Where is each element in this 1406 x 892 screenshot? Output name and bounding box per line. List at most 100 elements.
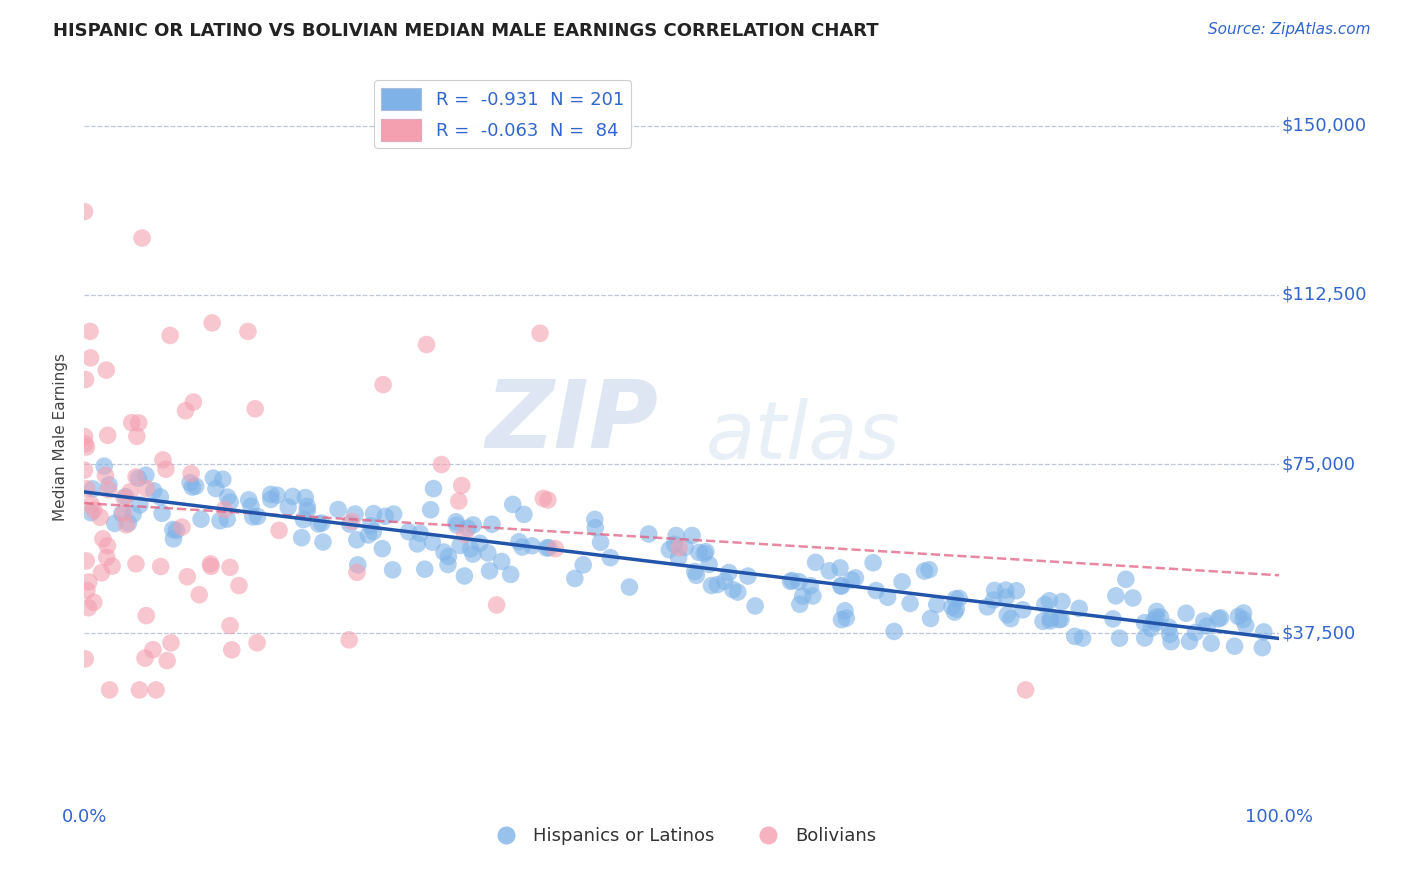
Point: [1251, 640, 1274, 655]
Point: [419, 502, 441, 516]
Point: [238, 492, 260, 507]
Point: [346, 533, 368, 547]
Point: [460, 541, 482, 556]
Point: [360, 518, 382, 533]
Point: [415, 337, 437, 351]
Point: [346, 566, 368, 580]
Point: [700, 578, 723, 592]
Point: [1234, 618, 1257, 632]
Point: [1227, 609, 1250, 624]
Point: [219, 560, 242, 574]
Point: [75, 652, 97, 666]
Point: [128, 682, 150, 697]
Point: [1184, 625, 1206, 640]
Text: $75,000: $75,000: [1282, 455, 1355, 473]
Text: atlas: atlas: [706, 398, 901, 476]
Point: [1199, 636, 1222, 650]
Point: [1050, 612, 1073, 626]
Point: [1159, 627, 1181, 641]
Point: [381, 563, 404, 577]
Point: [831, 613, 853, 627]
Point: [240, 500, 263, 514]
Point: [297, 500, 319, 514]
Point: [1014, 682, 1036, 697]
Point: [83, 503, 105, 517]
Point: [502, 497, 524, 511]
Point: [1069, 601, 1091, 615]
Point: [1208, 612, 1230, 626]
Point: [1000, 612, 1022, 626]
Point: [83, 595, 105, 609]
Point: [1133, 631, 1156, 645]
Point: [344, 507, 367, 521]
Point: [1140, 621, 1163, 635]
Point: [80, 498, 103, 512]
Point: [721, 582, 744, 597]
Point: [96, 363, 118, 377]
Point: [217, 512, 239, 526]
Point: [983, 593, 1005, 607]
Point: [149, 490, 172, 504]
Point: [454, 527, 477, 541]
Point: [804, 555, 827, 569]
Point: [1047, 613, 1070, 627]
Point: [98, 682, 121, 697]
Point: [76, 482, 98, 496]
Point: [792, 589, 814, 603]
Point: [128, 416, 150, 430]
Point: [876, 591, 898, 605]
Point: [121, 416, 143, 430]
Point: [468, 536, 491, 550]
Point: [564, 571, 586, 585]
Point: [205, 482, 228, 496]
Point: [1149, 610, 1171, 624]
Point: [835, 611, 858, 625]
Point: [93, 459, 115, 474]
Point: [1144, 615, 1167, 630]
Point: [104, 516, 127, 531]
Point: [925, 598, 948, 612]
Point: [260, 487, 283, 501]
Point: [311, 516, 333, 530]
Point: [619, 580, 641, 594]
Point: [994, 583, 1017, 598]
Point: [437, 558, 460, 572]
Point: [260, 492, 283, 507]
Point: [80, 506, 103, 520]
Point: [180, 467, 202, 481]
Point: [94, 468, 117, 483]
Point: [125, 429, 148, 443]
Point: [1039, 612, 1062, 626]
Point: [200, 559, 222, 574]
Point: [513, 508, 536, 522]
Point: [995, 591, 1018, 605]
Point: [112, 507, 135, 521]
Point: [1122, 591, 1144, 605]
Point: [374, 509, 396, 524]
Point: [1011, 603, 1033, 617]
Point: [339, 517, 361, 532]
Point: [398, 524, 420, 539]
Point: [1033, 598, 1056, 612]
Point: [363, 507, 385, 521]
Point: [97, 428, 120, 442]
Point: [1005, 583, 1028, 598]
Point: [266, 488, 288, 502]
Point: [1178, 634, 1201, 648]
Point: [945, 591, 967, 606]
Point: [983, 583, 1005, 598]
Point: [943, 605, 966, 619]
Point: [190, 512, 212, 526]
Point: [583, 521, 606, 535]
Point: [142, 642, 165, 657]
Point: [1115, 572, 1137, 586]
Point: [75, 437, 97, 451]
Point: [737, 569, 759, 583]
Point: [162, 523, 184, 537]
Point: [363, 524, 385, 539]
Point: [589, 535, 612, 549]
Point: [779, 574, 801, 589]
Point: [91, 532, 114, 546]
Point: [371, 377, 394, 392]
Point: [914, 564, 936, 578]
